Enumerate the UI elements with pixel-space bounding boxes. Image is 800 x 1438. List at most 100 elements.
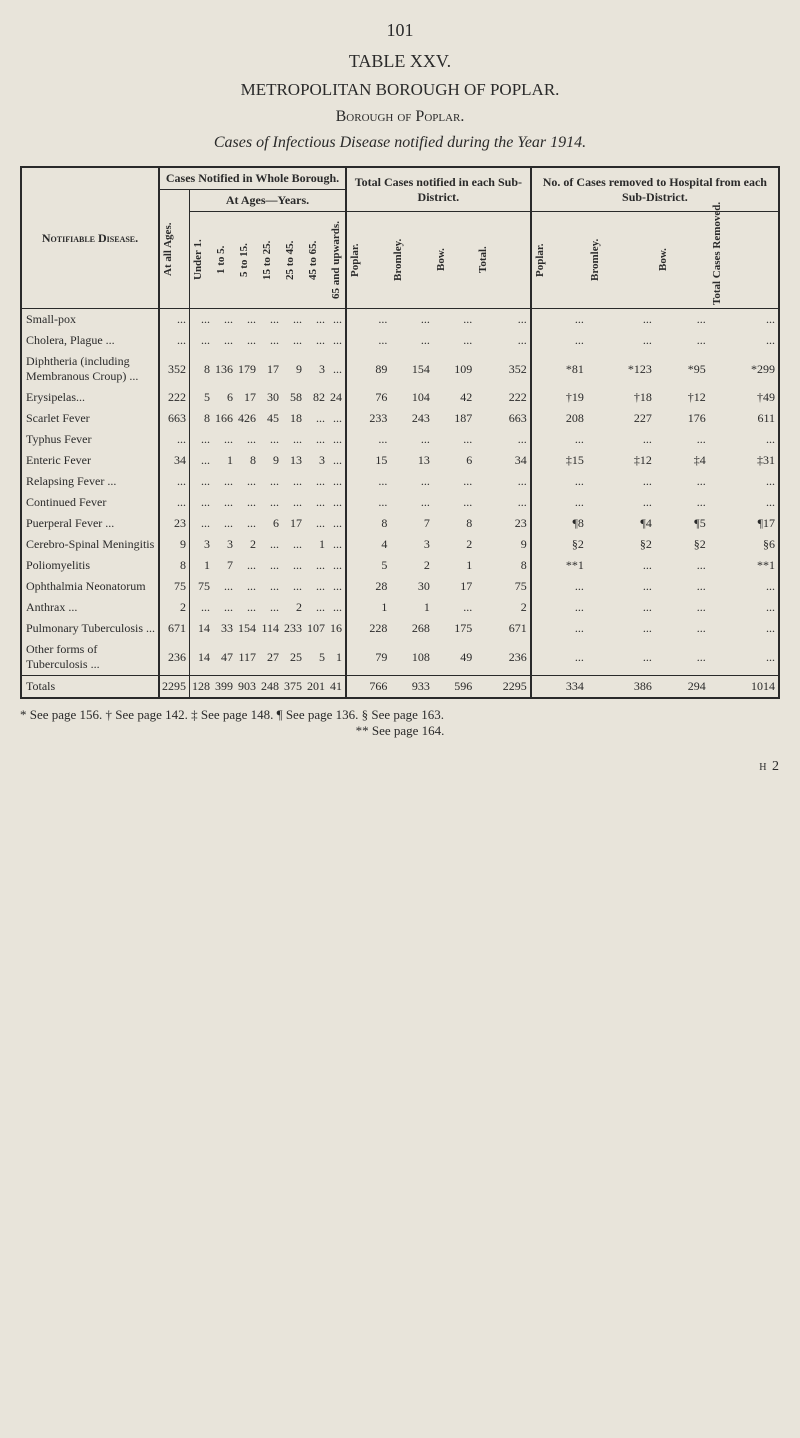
header-age-1: 1 to 5. (213, 212, 236, 309)
table-row: Enteric Fever34...189133...1513634‡15‡12… (21, 450, 779, 471)
cell-all-ages: 663 (159, 408, 190, 429)
table-title: TABLE XXV. (20, 51, 780, 72)
cell-age: ... (236, 492, 259, 513)
cell-age: ... (282, 555, 305, 576)
cell-age: 426 (236, 408, 259, 429)
cell-age: ... (236, 309, 259, 331)
disease-name: Erysipelas... (21, 387, 159, 408)
cell-age: ... (190, 450, 214, 471)
cell-age: 166 (213, 408, 236, 429)
disease-name: Continued Fever (21, 492, 159, 513)
cell-age: ... (328, 492, 346, 513)
cell-age: ... (190, 471, 214, 492)
cell-removed: ¶5 (655, 513, 709, 534)
totals-sub-3: 2295 (475, 676, 530, 699)
cell-age: 33 (213, 618, 236, 639)
cell-age: ... (190, 597, 214, 618)
cell-age: ... (213, 330, 236, 351)
header-rem-3: Total Cases Removed. (709, 212, 779, 309)
sheet-mark: h 2 (20, 759, 780, 775)
cell-age: 14 (190, 618, 214, 639)
cell-sub: 352 (475, 351, 530, 387)
cell-all-ages: ... (159, 309, 190, 331)
cell-age: 9 (259, 450, 282, 471)
cell-age: 6 (259, 513, 282, 534)
cell-removed: †19 (531, 387, 587, 408)
cell-all-ages: ... (159, 471, 190, 492)
cell-sub: 89 (346, 351, 390, 387)
cell-removed: ... (709, 471, 779, 492)
table-row: Relapsing Fever ........................… (21, 471, 779, 492)
cell-age: ... (282, 309, 305, 331)
disease-name: Diphtheria (including Membranous Croup) … (21, 351, 159, 387)
cell-age: ... (328, 408, 346, 429)
cell-all-ages: 9 (159, 534, 190, 555)
cell-age: ... (305, 429, 328, 450)
cell-removed: ... (587, 492, 655, 513)
cell-sub: ... (433, 309, 475, 331)
cell-age: 27 (259, 639, 282, 676)
cell-sub: 233 (346, 408, 390, 429)
cell-sub: ... (346, 330, 390, 351)
cell-age: 5 (190, 387, 214, 408)
table-row: Cholera, Plague ........................… (21, 330, 779, 351)
cell-removed: ... (587, 597, 655, 618)
cell-sub: 42 (433, 387, 475, 408)
cell-sub: 9 (475, 534, 530, 555)
cell-age: 2 (236, 534, 259, 555)
cell-all-ages: ... (159, 330, 190, 351)
disease-name: Anthrax ... (21, 597, 159, 618)
footnote-line1: * See page 156. † See page 142. ‡ See pa… (20, 707, 780, 723)
cell-sub: 5 (346, 555, 390, 576)
cell-age: ... (305, 555, 328, 576)
cell-all-ages: 34 (159, 450, 190, 471)
cell-removed: ... (587, 429, 655, 450)
cell-age: ... (259, 555, 282, 576)
cell-age: ... (236, 471, 259, 492)
cell-removed: ... (531, 429, 587, 450)
cell-all-ages: ... (159, 429, 190, 450)
cell-sub: 2 (433, 534, 475, 555)
footnote-line2: ** See page 164. (20, 723, 780, 739)
cell-age: ... (236, 576, 259, 597)
cell-sub: 15 (346, 450, 390, 471)
table-row: Anthrax ...2............2......11...2...… (21, 597, 779, 618)
totals-sub-1: 933 (390, 676, 432, 699)
cell-removed: †49 (709, 387, 779, 408)
cell-removed: ... (531, 597, 587, 618)
footnotes: * See page 156. † See page 142. ‡ See pa… (20, 707, 780, 739)
cell-all-ages: 2 (159, 597, 190, 618)
cell-removed: †18 (587, 387, 655, 408)
cell-age: ... (213, 513, 236, 534)
header-total-cases: Total Cases notified in each Sub-Distric… (346, 167, 531, 212)
caption: Cases of Infectious Disease notified dur… (20, 134, 780, 152)
disease-name: Scarlet Fever (21, 408, 159, 429)
cell-removed: ... (531, 618, 587, 639)
cell-sub: ... (475, 471, 530, 492)
cell-removed: ... (531, 492, 587, 513)
totals-sub-2: 596 (433, 676, 475, 699)
cell-age: ... (213, 309, 236, 331)
cell-sub: 28 (346, 576, 390, 597)
cell-removed: ... (587, 618, 655, 639)
cell-sub: ... (346, 492, 390, 513)
cell-age: 3 (190, 534, 214, 555)
cell-removed: ... (709, 492, 779, 513)
cell-removed: 611 (709, 408, 779, 429)
borough-subtitle: Borough of Poplar. (20, 108, 780, 126)
header-at-ages: At Ages—Years. (190, 190, 347, 212)
cell-age: 8 (236, 450, 259, 471)
cell-age: ... (328, 534, 346, 555)
cell-removed: ... (587, 639, 655, 676)
cell-removed: ¶8 (531, 513, 587, 534)
cell-sub: ... (475, 309, 530, 331)
header-rem-1: Bromley. (587, 212, 655, 309)
cell-age: 179 (236, 351, 259, 387)
cell-removed: ¶4 (587, 513, 655, 534)
cell-sub: 236 (475, 639, 530, 676)
cell-sub: 187 (433, 408, 475, 429)
disease-name: Typhus Fever (21, 429, 159, 450)
cell-sub: 79 (346, 639, 390, 676)
cell-age: ... (259, 492, 282, 513)
cell-sub: ... (390, 429, 432, 450)
